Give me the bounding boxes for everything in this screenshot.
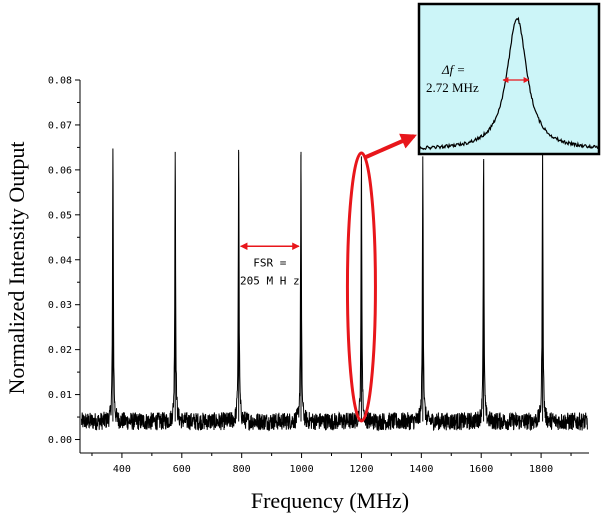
y-tick-label: 0.01 — [48, 390, 72, 401]
x-tick-label: 400 — [113, 464, 131, 475]
inset-delta-f-value: 2.72 MHz — [426, 80, 479, 95]
x-tick-label: 800 — [233, 464, 251, 475]
fsr-label-line1: FSR = — [253, 256, 286, 269]
x-tick-label: 1800 — [529, 464, 553, 475]
inset-delta-f-label: Δf = — [441, 62, 465, 77]
y-tick-label: 0.00 — [48, 435, 72, 446]
spectrum-trace — [81, 148, 588, 432]
y-tick-label: 0.06 — [48, 165, 72, 176]
y-axis-title: Normalized Intensity Output — [4, 142, 29, 395]
inset-pointer-arrow — [365, 133, 417, 159]
x-tick-label: 1200 — [349, 464, 373, 475]
inset-border — [417, 2, 601, 156]
inset-background — [418, 3, 600, 155]
x-tick-label: 1400 — [409, 464, 433, 475]
y-tick-label: 0.02 — [48, 345, 72, 356]
y-tick-label: 0.05 — [48, 210, 72, 221]
y-tick-label: 0.03 — [48, 300, 72, 311]
highlight-ellipse — [345, 151, 377, 423]
y-tick-label: 0.04 — [48, 255, 72, 266]
x-axis-title: Frequency (MHz) — [251, 488, 409, 513]
inset-peak-trace — [419, 16, 599, 151]
x-axis-ticks: 400 600 800 1000 1200 1400 1600 1800 — [91, 453, 572, 475]
x-tick-label: 600 — [173, 464, 191, 475]
fsr-label-line2: 205 M H z — [240, 274, 300, 287]
inset-zoom: Δf = 2.72 MHz — [417, 2, 601, 156]
x-tick-label: 1000 — [290, 464, 314, 475]
x-tick-label: 1600 — [469, 464, 493, 475]
y-axis-ticks: 0.00 0.01 0.02 0.03 0.04 0.05 0.06 0.07 0.08 — [48, 76, 80, 446]
y-tick-label: 0.08 — [48, 76, 72, 87]
y-tick-label: 0.07 — [48, 120, 72, 131]
